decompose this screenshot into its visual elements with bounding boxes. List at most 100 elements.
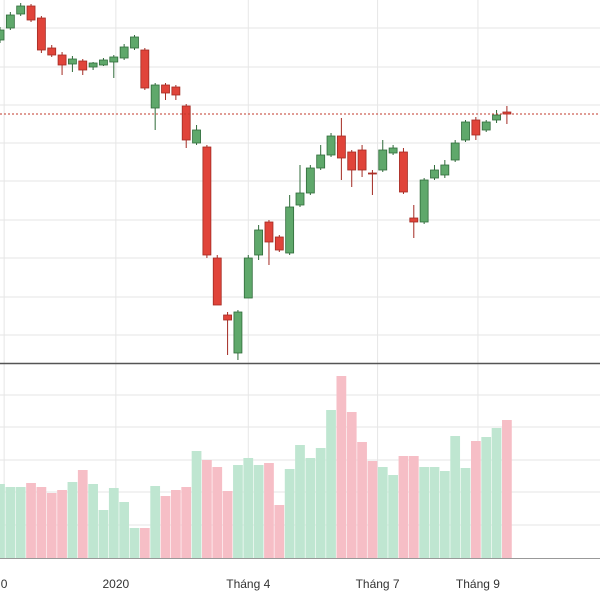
volume-bar (243, 458, 254, 558)
volume-bar (170, 490, 181, 558)
candle-body (440, 164, 450, 176)
volume-bar (139, 528, 150, 558)
candle-body (140, 49, 150, 89)
volume-bar (481, 437, 492, 558)
candle-body (347, 151, 357, 171)
candle-body (471, 119, 481, 136)
volume-bar (295, 445, 305, 558)
candle-body (36, 17, 46, 51)
volume-bar (5, 487, 16, 558)
candle-body (430, 169, 439, 179)
candle-body (481, 121, 491, 131)
volume-bar (212, 467, 223, 558)
volume-bar (26, 483, 36, 558)
volume-bar (253, 465, 264, 558)
candle-body (295, 192, 305, 206)
candle-body (119, 46, 129, 59)
candle-body (233, 311, 243, 354)
candle-body (109, 56, 119, 63)
volume-bar (460, 468, 471, 558)
volume-bar (408, 456, 419, 558)
volume-bar (367, 461, 378, 558)
volume-bar (57, 490, 67, 558)
volume-bar (274, 505, 285, 558)
candle-body (409, 217, 419, 223)
x-tick-label: Tháng 7 (356, 577, 400, 591)
candle-body (502, 111, 512, 115)
volume-bar (98, 510, 109, 558)
volume-bar (346, 412, 357, 558)
candle-body (450, 142, 460, 161)
volume-bar (388, 475, 398, 558)
candle-body (150, 84, 160, 109)
volume-bar (315, 448, 326, 558)
candle-body (26, 5, 36, 21)
candle-body (492, 114, 501, 121)
candle-body (336, 135, 346, 159)
candle-body (223, 314, 232, 321)
volume-bar (0, 484, 5, 558)
candle-body (264, 221, 274, 243)
volume-bar (202, 460, 212, 558)
volume-bar (326, 410, 336, 558)
candle-body (16, 5, 26, 15)
volume-bar (77, 470, 88, 558)
volume-bar (429, 467, 440, 558)
x-tick-label: 2020 (103, 577, 130, 591)
candle-body (368, 172, 377, 175)
volume-bar (377, 467, 388, 558)
volume-bar (491, 428, 502, 558)
volume-bar (88, 484, 98, 558)
volume-bar (439, 471, 450, 558)
candle-body (357, 149, 367, 171)
candle-body (388, 147, 398, 154)
candle-body (88, 62, 98, 68)
candle-body (192, 129, 201, 144)
volume-bar (119, 502, 130, 558)
volume-bar (36, 487, 47, 558)
volume-bar (67, 482, 78, 558)
candle-body (399, 151, 408, 193)
volume-bar (336, 376, 347, 558)
candle-body (254, 229, 264, 256)
candle-body (419, 179, 429, 223)
candle-body (461, 121, 470, 141)
volume-bar (419, 467, 430, 558)
volume-bar (15, 487, 26, 558)
volume-bar (191, 451, 202, 558)
volume-bar (305, 458, 316, 558)
candle-body (243, 257, 253, 299)
volume-bar (450, 436, 461, 558)
volume-bar (470, 441, 481, 558)
volume-bar (150, 486, 161, 558)
x-tick-label: Tháng 9 (456, 577, 500, 591)
candle-body (78, 60, 88, 71)
volume-bar (398, 456, 409, 558)
candle-body (378, 149, 388, 171)
candle-body (212, 257, 222, 306)
volume-bar (181, 487, 192, 558)
volume-bar (222, 491, 233, 558)
candle-body (68, 58, 77, 65)
candle-body (130, 36, 139, 49)
x-tick-label: Tháng 4 (226, 577, 270, 591)
candle-body (0, 29, 5, 41)
candle-body (5, 14, 15, 29)
candle-body (305, 167, 315, 194)
candle-body (171, 86, 181, 96)
candle-body (285, 206, 295, 254)
candle-body (202, 146, 212, 256)
candle-body (316, 154, 326, 169)
volume-bar (46, 493, 57, 558)
volume-bar (502, 420, 512, 558)
volume-bar (233, 465, 243, 558)
candle-body (181, 105, 191, 141)
candle-body (57, 54, 67, 66)
candle-body (47, 47, 57, 56)
volume-bar (264, 463, 274, 558)
volume-bar (357, 442, 367, 558)
candle-body (99, 59, 108, 66)
candle-body (274, 236, 284, 251)
